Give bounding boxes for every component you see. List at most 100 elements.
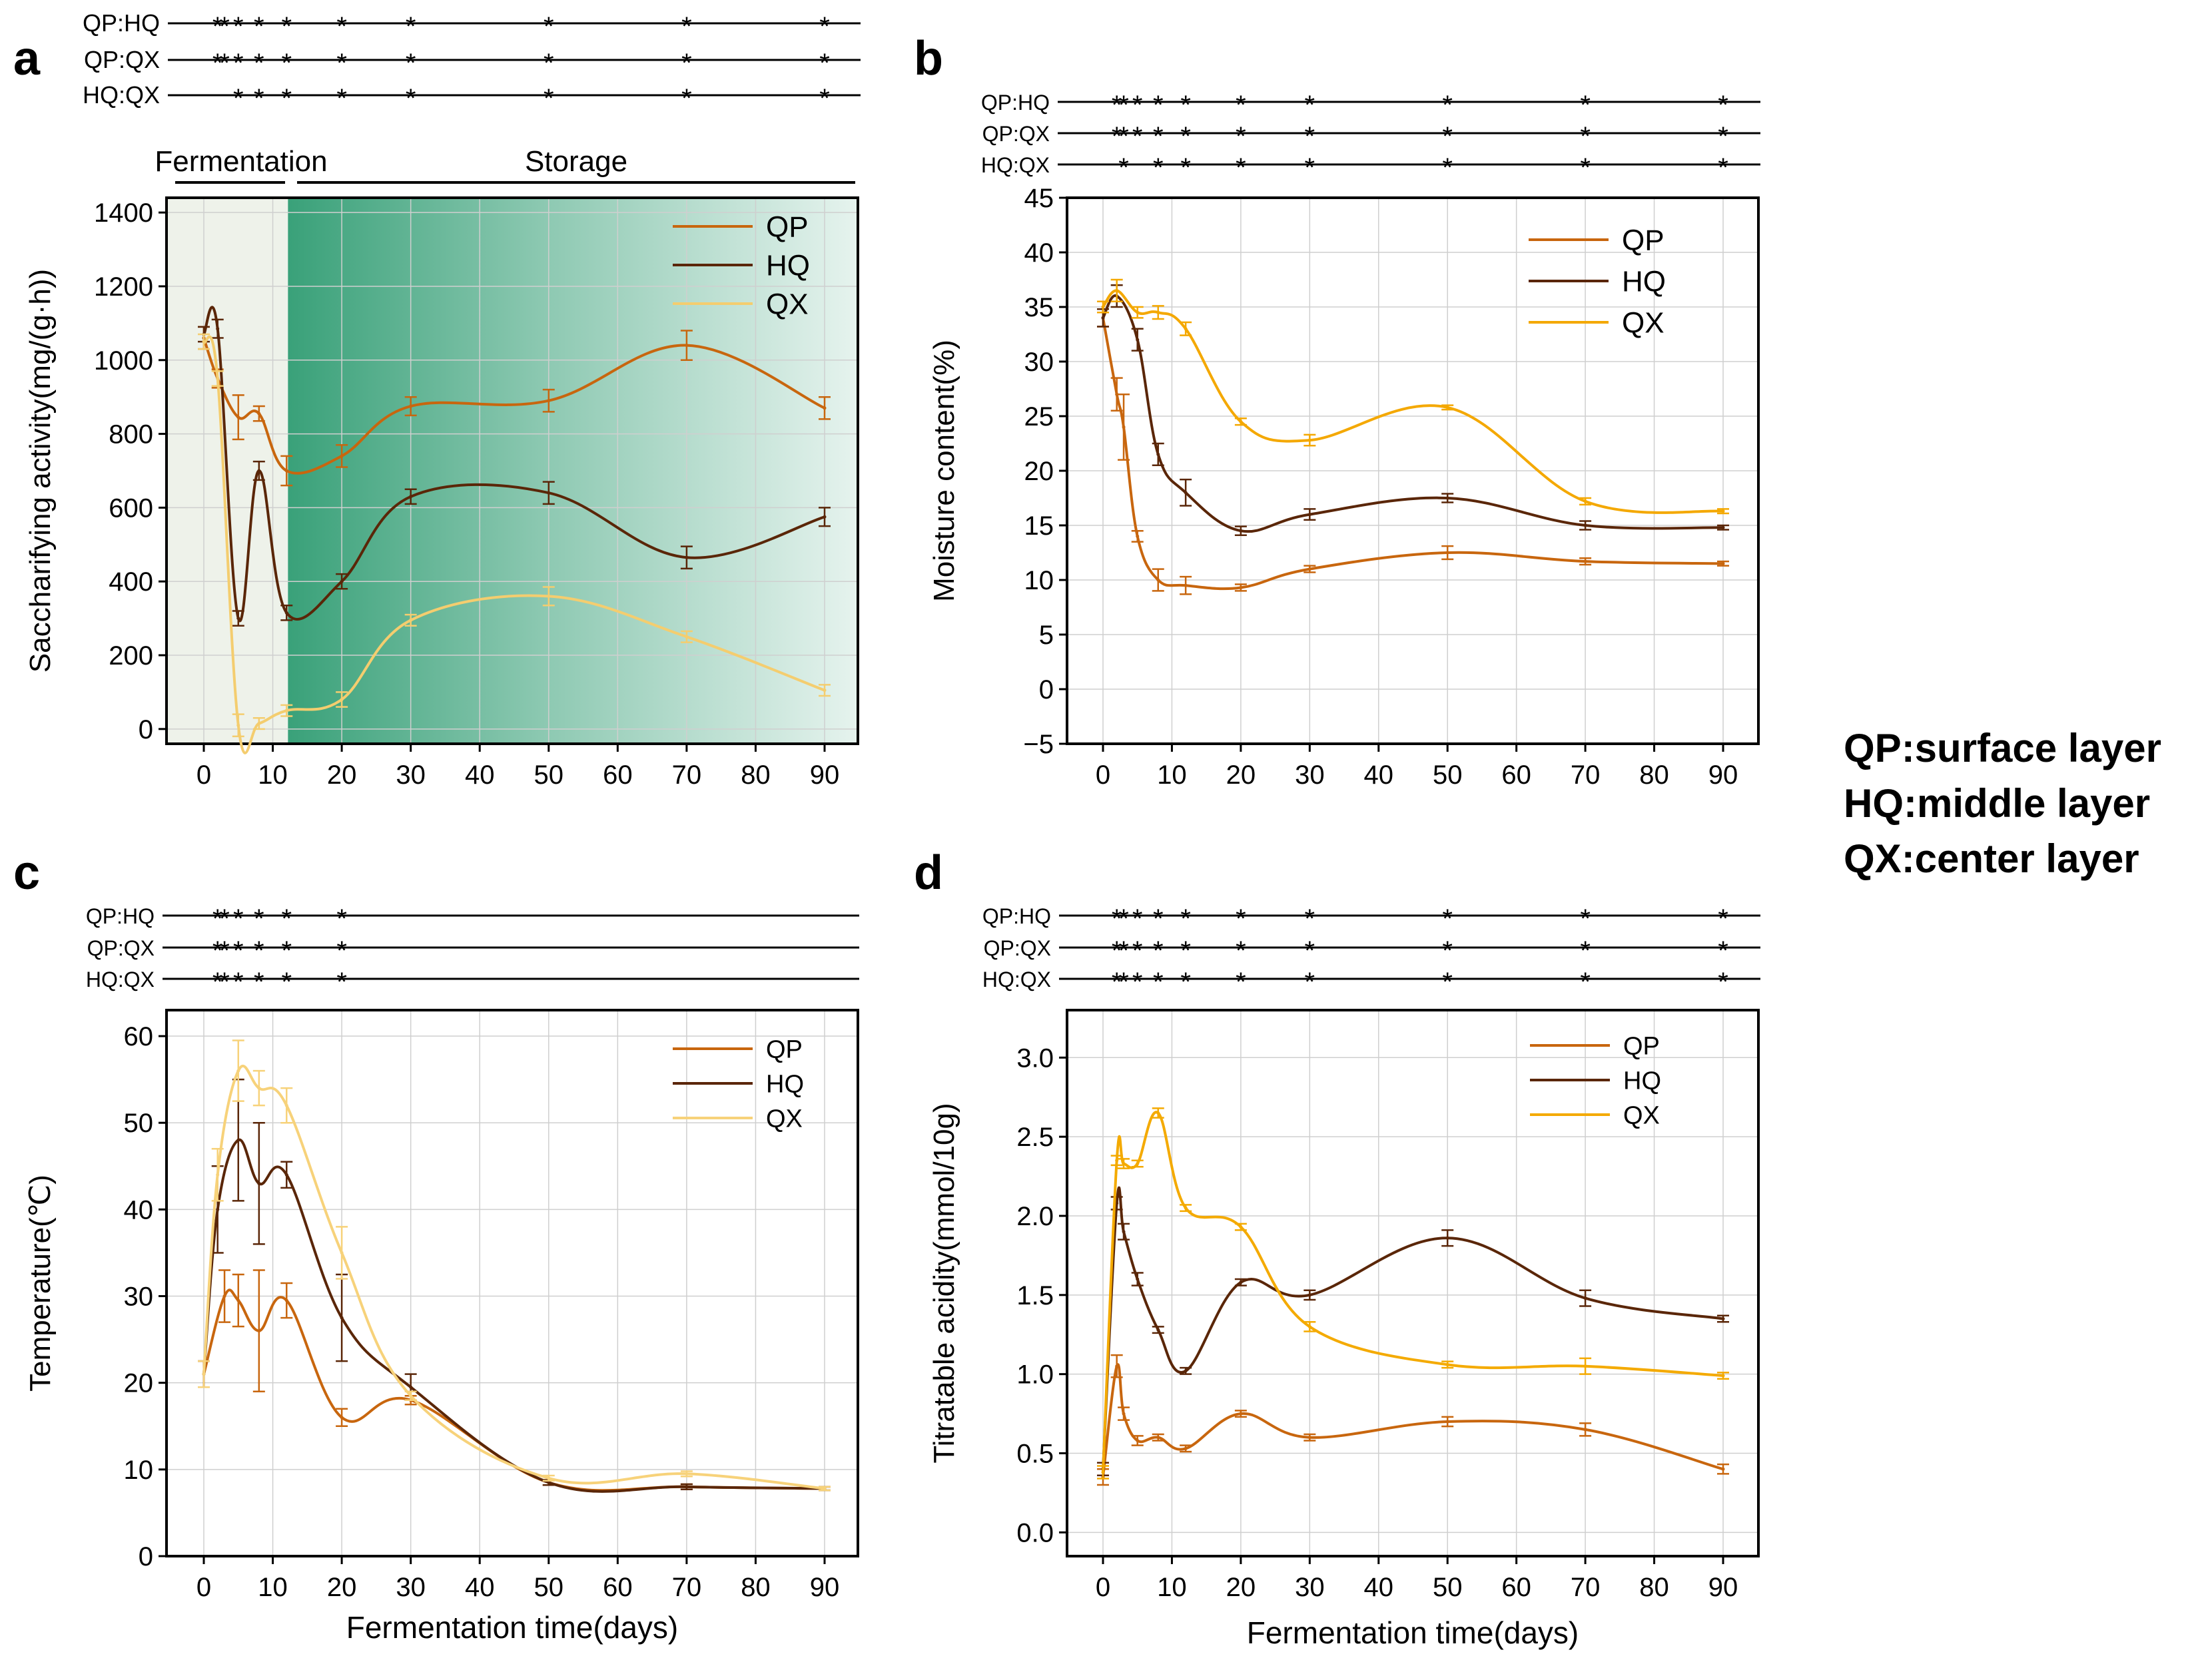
significance-star: * — [219, 49, 230, 78]
x-tick-label: 80 — [1639, 760, 1669, 790]
significance-star: * — [1112, 968, 1122, 997]
y-tick-label: 800 — [109, 420, 153, 449]
series-QX — [198, 1039, 831, 1492]
legend-label: QP — [1622, 224, 1664, 256]
x-tick-label: 80 — [741, 1573, 771, 1602]
legend-label: QX — [1623, 1101, 1660, 1129]
y-tick-label: 40 — [124, 1195, 154, 1225]
series-QP — [1097, 308, 1729, 595]
significance-star: * — [1180, 153, 1191, 182]
x-tick-label: 0 — [1096, 1573, 1110, 1602]
significance-label: HQ:QX — [83, 81, 160, 109]
significance-star: * — [406, 12, 416, 41]
significance-star: * — [1180, 122, 1191, 151]
series-line — [202, 336, 826, 475]
x-tick-label: 30 — [396, 760, 426, 790]
y-tick-label: 30 — [1024, 348, 1054, 377]
significance-star: * — [1305, 936, 1315, 966]
y-tick-label: 0.0 — [1016, 1518, 1054, 1547]
significance-star: * — [1718, 904, 1728, 934]
significance-star: * — [1112, 91, 1122, 120]
significance-star: * — [1180, 968, 1191, 997]
significance-star: * — [281, 968, 292, 997]
significance-star: * — [1442, 968, 1453, 997]
significance-star: * — [336, 968, 347, 997]
x-tick-label: 40 — [465, 1573, 495, 1602]
significance-star: * — [281, 12, 292, 41]
significance-label: HQ:QX — [981, 153, 1050, 177]
significance-label: QP:HQ — [86, 904, 155, 928]
significance-star: * — [1118, 122, 1129, 151]
significance-star: * — [1305, 122, 1315, 151]
legend-label: HQ — [766, 1070, 804, 1098]
significance-star: * — [1236, 968, 1246, 997]
legend-label: QP — [766, 1035, 803, 1063]
significance-star: * — [1718, 153, 1728, 182]
significance-star: * — [336, 84, 347, 113]
plot-frame — [1066, 1009, 1760, 1557]
significance-star: * — [219, 968, 230, 997]
y-axis-title: Moisture content(%) — [928, 340, 960, 602]
significance-label: QP:QX — [87, 936, 155, 960]
significance-star: * — [1153, 91, 1164, 120]
y-tick-label: 0.5 — [1016, 1440, 1054, 1469]
x-tick-label: 60 — [1501, 760, 1531, 790]
significance-star: * — [1305, 153, 1315, 182]
significance-star: * — [1442, 122, 1453, 151]
significance-star: * — [1132, 122, 1143, 151]
x-tick-label: 50 — [534, 1573, 564, 1602]
significance-star: * — [681, 84, 692, 113]
significance-star: * — [1153, 968, 1164, 997]
y-tick-label: 1.5 — [1016, 1281, 1054, 1310]
series-QX — [1097, 278, 1729, 515]
significance-star: * — [1118, 91, 1129, 120]
x-tick-label: 60 — [1501, 1573, 1531, 1602]
significance-star: * — [254, 12, 264, 41]
significance-star: * — [212, 936, 223, 966]
y-tick-label: 3.0 — [1016, 1043, 1054, 1073]
significance-label: QP:QX — [984, 936, 1051, 960]
legend-label: HQ — [766, 249, 810, 282]
x-tick-label: 40 — [1364, 1573, 1394, 1602]
y-tick-label: 25 — [1024, 402, 1054, 431]
series-HQ — [1097, 284, 1729, 537]
x-tick-label: 90 — [810, 760, 840, 790]
significance-star: * — [281, 49, 292, 78]
significance-star: * — [233, 904, 244, 934]
y-tick-label: 15 — [1024, 511, 1054, 541]
significance-star: * — [281, 84, 292, 113]
panel-c: 0 10 20 30 40 50 60 70 80 90 0 10 20 30 40 50 60 Temperat… — [24, 904, 859, 1645]
legend-label: QX — [1622, 306, 1664, 339]
significance-star: * — [544, 84, 554, 113]
significance-star: * — [1236, 936, 1246, 966]
significance-star: * — [233, 49, 244, 78]
series-line — [202, 335, 826, 754]
y-tick-label: 20 — [124, 1369, 154, 1398]
significance-star: * — [1118, 968, 1129, 997]
layer-key-hq: HQ:middle layer — [1844, 781, 2151, 826]
x-tick-label: 90 — [1708, 1573, 1738, 1602]
y-axis-title: Titratable acidity(mmol/10g) — [928, 1103, 960, 1463]
series-QP — [1097, 1354, 1729, 1486]
x-tick-label: 50 — [534, 760, 564, 790]
significance-star: * — [1305, 91, 1315, 120]
significance-star: * — [1153, 936, 1164, 966]
series-line — [202, 1064, 826, 1490]
x-tick-label: 70 — [1571, 760, 1601, 790]
x-tick-label: 40 — [1364, 760, 1394, 790]
y-tick-label: 1.0 — [1016, 1360, 1054, 1390]
significance-star: * — [406, 84, 416, 113]
storage-shade — [288, 198, 858, 744]
significance-star: * — [1305, 904, 1315, 934]
x-tick-label: 60 — [603, 760, 633, 790]
x-tick-label: 90 — [810, 1573, 840, 1602]
significance-star: * — [1112, 122, 1122, 151]
legend-label: HQ — [1622, 265, 1666, 298]
significance-star: * — [1580, 91, 1591, 120]
y-tick-label: 30 — [124, 1282, 154, 1312]
significance-star: * — [1718, 936, 1728, 966]
legend-label: QX — [766, 1105, 803, 1133]
series-QX — [1097, 1107, 1729, 1480]
x-tick-label: 90 — [1708, 760, 1738, 790]
